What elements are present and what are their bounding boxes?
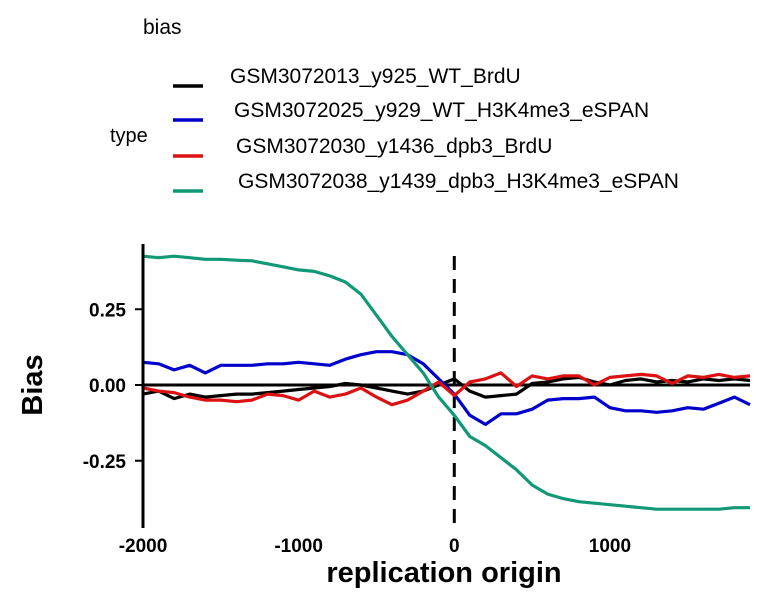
legend-label-2: GSM3072025_y929_WT_H3K4me3_eSPAN <box>234 99 649 122</box>
series-line-2 <box>142 350 751 426</box>
reference-lines <box>143 256 750 526</box>
y-axis-title: Bias <box>17 354 49 415</box>
legend-label-3: GSM3072030_y1436_dpb3_BrdU <box>236 135 552 158</box>
x-tick-label: -2000 <box>119 536 168 557</box>
legend-title: bias <box>143 16 182 39</box>
series-line-3 <box>142 371 751 407</box>
y-tick-label: 0.25 <box>89 300 126 321</box>
x-axis-title: replication origin <box>326 557 561 589</box>
legend-label-4: GSM3072038_y1439_dpb3_H3K4me3_eSPAN <box>238 170 679 193</box>
legend-group-label: type <box>110 125 148 147</box>
y-tick-label: -0.25 <box>83 452 127 473</box>
y-axis-ticks: 0.25 0.00 -0.25 <box>83 300 143 473</box>
plot-area: -2000 -1000 0 1000 0.25 0.00 -0.25 <box>83 244 751 557</box>
legend-items: GSM3072013_y925_WT_BrdU GSM3072025_y929_W… <box>173 65 679 193</box>
y-tick-label: 0.00 <box>89 376 126 397</box>
legend: bias type GSM3072013_y925_WT_BrdUGSM3072… <box>110 16 679 193</box>
series-line-1 <box>142 375 751 401</box>
series-lines <box>142 254 751 511</box>
series-line-4 <box>142 254 750 511</box>
x-tick-label: -1000 <box>274 536 323 557</box>
x-tick-label: 1000 <box>589 536 631 557</box>
x-tick-label: 0 <box>449 536 460 557</box>
x-axis-ticks: -2000 -1000 0 1000 <box>119 536 631 557</box>
legend-label-1: GSM3072013_y925_WT_BrdU <box>230 65 521 88</box>
